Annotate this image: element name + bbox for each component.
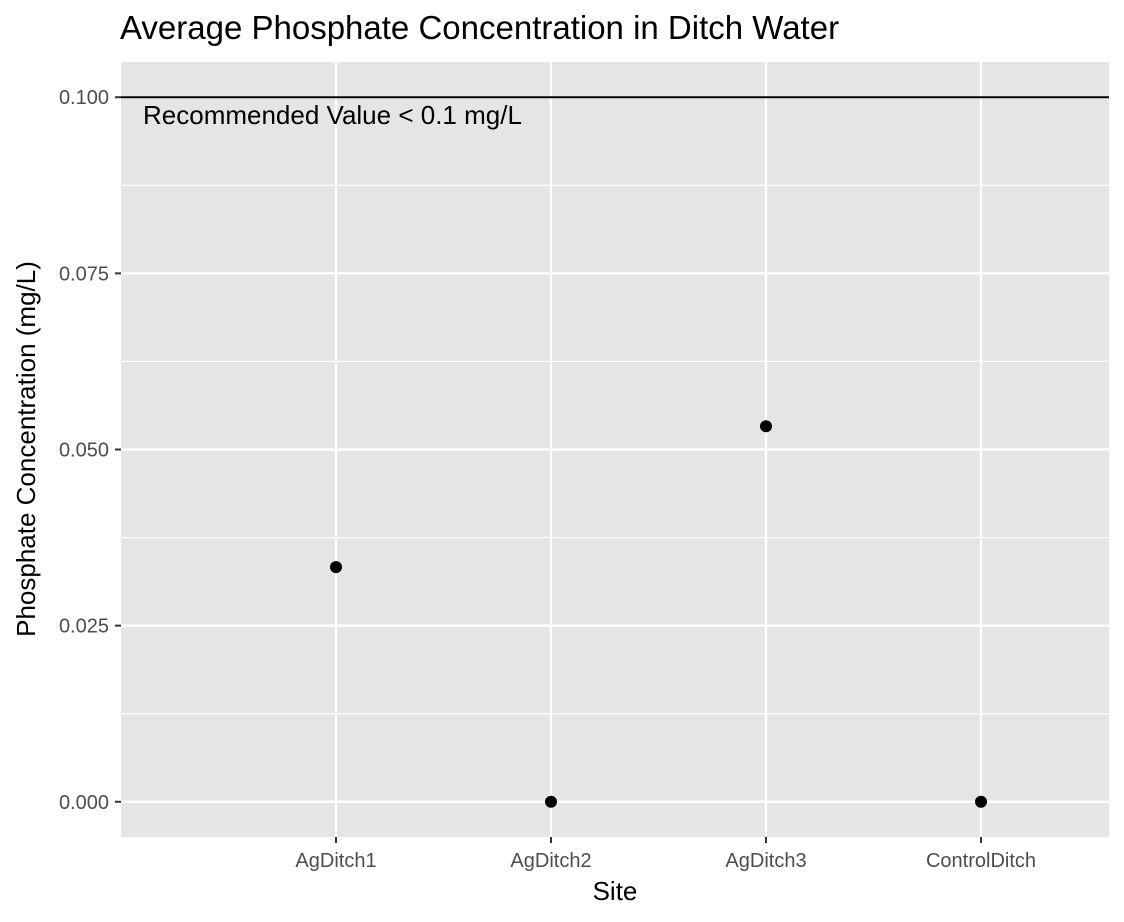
- minor-gridlines: [121, 184, 1109, 715]
- y-axis-title: Phosphate Concentration (mg/L): [11, 261, 41, 637]
- data-point: [330, 561, 342, 574]
- x-axis-title: Site: [593, 876, 638, 906]
- y-tick-label: 0.050: [59, 440, 109, 462]
- x-tick-label: ControlDitch: [926, 850, 1036, 872]
- y-tick-label: 0.075: [59, 263, 109, 285]
- x-tick-label: AgDitch3: [725, 850, 806, 872]
- chart-title: Average Phosphate Concentration in Ditch…: [120, 9, 839, 46]
- y-axis: 0.000 0.025 0.050 0.075 0.100: [59, 87, 121, 814]
- data-point: [975, 795, 987, 808]
- reference-line-label: Recommended Value < 0.1 mg/L: [143, 100, 522, 130]
- y-tick-label: 0.000: [59, 792, 109, 814]
- data-point: [760, 420, 772, 433]
- x-tick-label: AgDitch2: [510, 850, 591, 872]
- y-tick-label: 0.100: [59, 87, 109, 109]
- x-axis: AgDitch1 AgDitch2 AgDitch3 ControlDitch: [295, 837, 1036, 872]
- y-tick-label: 0.025: [59, 616, 109, 638]
- x-tick-label: AgDitch1: [295, 850, 376, 872]
- data-point: [545, 795, 557, 808]
- data-points: [330, 420, 987, 808]
